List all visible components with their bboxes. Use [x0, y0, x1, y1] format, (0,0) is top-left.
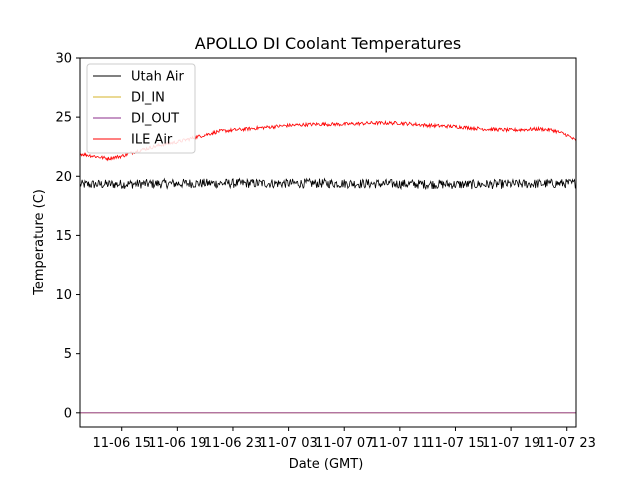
y-tick-label: 0: [64, 406, 72, 421]
y-tick-label: 15: [55, 229, 72, 244]
legend-label-di-in: DI_IN: [131, 91, 165, 106]
x-tick-label: 11-07 03: [259, 436, 317, 451]
chart-title: APOLLO DI Coolant Temperatures: [195, 34, 461, 53]
x-tick-label: 11-06 19: [148, 436, 206, 451]
series-line-utah-air: [79, 177, 577, 191]
y-tick-label: 25: [55, 111, 72, 126]
y-tick-label: 10: [55, 288, 72, 303]
x-tick-label: 11-07 19: [482, 436, 540, 451]
y-axis-title: Temperature (C): [32, 189, 47, 296]
plot-frame: [79, 57, 577, 428]
x-tick-label: 11-06 15: [92, 436, 150, 451]
x-axis-title: Date (GMT): [289, 457, 364, 472]
y-tick-label: 5: [64, 347, 72, 362]
x-tick-label: 11-07 15: [426, 436, 484, 451]
y-tick-label: 20: [55, 170, 72, 185]
legend-label-di-out: DI_OUT: [131, 112, 179, 127]
x-tick-label: 11-07 07: [315, 436, 373, 451]
plot-lines: [79, 119, 577, 414]
legend: Utah Air DI_IN DI_OUT ILE Air: [86, 63, 196, 154]
x-tick-label: 11-07 23: [538, 436, 596, 451]
legend-label-ile-air: ILE Air: [131, 133, 173, 148]
y-axis: 0 5 10 15 20 25 30: [55, 52, 80, 421]
y-tick-label: 30: [55, 52, 72, 67]
x-tick-label: 11-06 23: [204, 436, 262, 451]
legend-frame: [86, 63, 196, 154]
legend-label-utah-air: Utah Air: [131, 70, 184, 85]
x-tick-label: 11-07 11: [371, 436, 429, 451]
